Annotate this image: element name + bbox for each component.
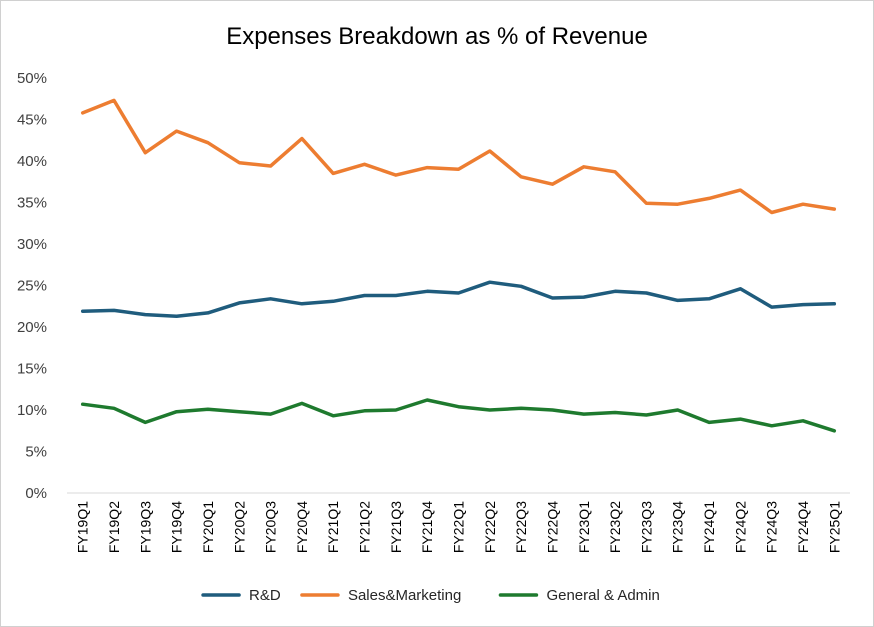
- x-tick-label: FY22Q1: [451, 501, 467, 553]
- plot-series: [80, 98, 837, 433]
- x-tick-label: FY20Q1: [200, 501, 216, 553]
- x-tick-label: FY24Q1: [701, 501, 717, 553]
- x-tick-label: FY19Q1: [75, 501, 91, 553]
- x-tick-label: FY23Q3: [638, 501, 654, 553]
- legend-label: R&D: [249, 587, 281, 604]
- legend-label: General & Admin: [546, 587, 659, 604]
- series-line-sales-marketing: [80, 98, 837, 215]
- x-tick-label: FY21Q1: [325, 501, 341, 553]
- y-tick-label: 40%: [17, 153, 47, 170]
- x-tick-label: FY21Q4: [419, 501, 435, 553]
- x-tick-label: FY21Q2: [357, 501, 373, 553]
- y-tick-label: 50%: [17, 70, 47, 87]
- x-tick-label: FY19Q4: [169, 501, 185, 553]
- y-tick-label: 15%: [17, 361, 47, 378]
- x-tick-label: FY19Q3: [137, 501, 153, 553]
- y-axis: 0% 5% 10% 15% 20% 25% 30% 35% 40% 45% 50%: [17, 70, 47, 502]
- x-tick-label: FY23Q4: [670, 501, 686, 553]
- legend-label: Sales&Marketing: [348, 587, 461, 604]
- x-tick-label: FY24Q3: [764, 501, 780, 553]
- legend[interactable]: R&D Sales&Marketing General & Admin: [201, 587, 660, 604]
- x-tick-label: FY22Q4: [544, 501, 560, 553]
- chart-title: Expenses Breakdown as % of Revenue: [226, 23, 648, 50]
- y-tick-label: 0%: [25, 485, 47, 502]
- x-tick-label: FY24Q4: [795, 501, 811, 553]
- x-tick-label: FY23Q2: [607, 501, 623, 553]
- x-tick-label: FY20Q3: [263, 501, 279, 553]
- y-tick-label: 35%: [17, 195, 47, 212]
- x-tick-label: FY19Q2: [106, 501, 122, 553]
- x-tick-label: FY22Q3: [513, 501, 529, 553]
- x-tick-label: FY20Q4: [294, 501, 310, 553]
- x-tick-label: FY20Q2: [231, 501, 247, 553]
- y-tick-label: 45%: [17, 112, 47, 129]
- x-axis: FY19Q1 FY19Q2 FY19Q3 FY19Q4 FY20Q1 FY20Q2 FY20…: [75, 501, 843, 553]
- legend-item-general-admin[interactable]: General & Admin: [498, 587, 660, 604]
- series-line-general-admin: [80, 398, 837, 433]
- y-tick-label: 10%: [17, 402, 47, 419]
- y-tick-label: 20%: [17, 319, 47, 336]
- x-tick-label: FY21Q3: [388, 501, 404, 553]
- x-tick-label: FY23Q1: [576, 501, 592, 553]
- x-tick-label: FY22Q2: [482, 501, 498, 553]
- x-tick-label: FY24Q2: [732, 501, 748, 553]
- series-line-r-d: [80, 280, 837, 318]
- legend-item-r-d[interactable]: R&D: [201, 587, 281, 604]
- y-tick-label: 25%: [17, 278, 47, 295]
- y-tick-label: 30%: [17, 236, 47, 253]
- legend-item-sales-marketing[interactable]: Sales&Marketing: [300, 587, 461, 604]
- x-tick-label: FY25Q1: [826, 501, 842, 553]
- y-tick-label: 5%: [25, 444, 47, 461]
